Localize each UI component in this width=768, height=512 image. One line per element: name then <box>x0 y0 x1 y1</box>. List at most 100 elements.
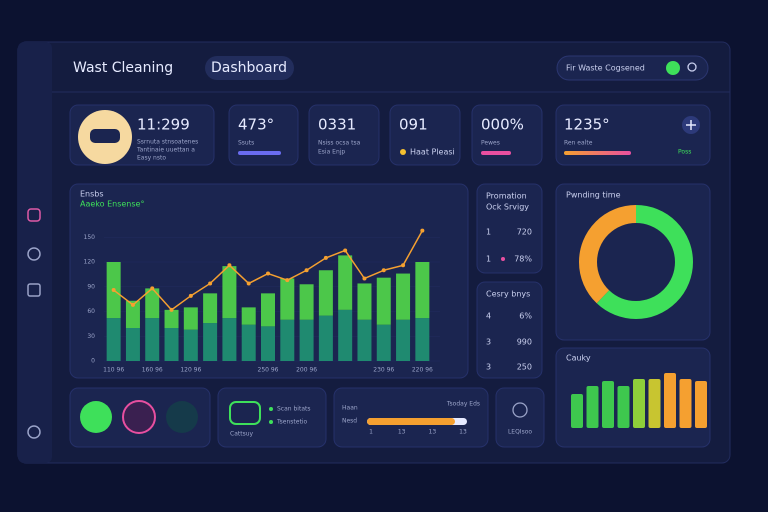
bar <box>679 379 692 428</box>
bar-segment <box>338 255 353 310</box>
line-point <box>246 281 251 286</box>
stat-line: Easy nsto <box>137 155 166 162</box>
stat-caption: Haat Pleasi <box>410 148 455 157</box>
icon <box>512 402 528 418</box>
search-text: Fir Waste Cogsened <box>566 64 645 73</box>
nav-icon[interactable] <box>27 247 41 261</box>
line-point <box>304 268 309 273</box>
row-index: 4 <box>486 312 491 321</box>
progress-side: Nesd <box>342 418 357 425</box>
line-point <box>208 281 213 286</box>
bar <box>695 381 707 428</box>
y-tick-label: 150 <box>84 234 96 241</box>
tab[interactable] <box>205 56 294 80</box>
bar-segment <box>299 319 314 361</box>
bar-segment <box>280 278 295 320</box>
app-title: Wast Cleaning <box>73 60 173 76</box>
row-index: 3 <box>486 363 491 372</box>
donut-segment <box>579 205 693 319</box>
bar-segment <box>106 318 121 361</box>
nav-icon[interactable] <box>27 425 41 439</box>
bar-segment <box>203 293 218 324</box>
bar-segment <box>338 309 353 361</box>
chart-title: Ensbs <box>80 190 104 199</box>
stat-bar <box>481 151 511 155</box>
bar <box>648 379 661 428</box>
x-tick-label: 160 96 <box>142 367 163 374</box>
card-title: Pwnding time <box>566 191 621 200</box>
card <box>555 104 711 166</box>
legend-label: Scan bitats <box>277 406 310 413</box>
x-tick-label: 200 96 <box>296 367 317 374</box>
bar-segment <box>318 270 333 316</box>
card-title: Cauky <box>566 354 591 363</box>
progress-tick: 1 <box>369 429 373 436</box>
bar <box>617 386 630 428</box>
progress-title: Haan <box>342 405 358 412</box>
bar <box>664 373 676 428</box>
icon-circle[interactable] <box>122 400 156 434</box>
car-label: Cattsuy <box>230 431 254 438</box>
x-tick-label: 220 96 <box>412 367 433 374</box>
row-value: 6% <box>519 312 532 321</box>
stat-sub: Esia Enjp <box>318 149 345 156</box>
plus-icon <box>686 120 696 130</box>
line-point <box>343 248 348 253</box>
card <box>228 104 299 166</box>
nav-icon[interactable] <box>27 283 41 297</box>
bar <box>571 394 583 428</box>
bar-segment <box>357 319 372 361</box>
card <box>471 104 543 166</box>
bar-segment <box>396 273 411 320</box>
bar-segment <box>318 315 333 361</box>
stat-value: 000% <box>481 116 524 134</box>
row-value: 720 <box>517 228 532 237</box>
row-index: 1 <box>486 228 491 237</box>
bar-segment <box>164 328 179 361</box>
progress-tick: 13 <box>398 429 406 436</box>
x-tick-label: 230 96 <box>373 367 394 374</box>
bar-segment <box>396 319 411 361</box>
bar <box>633 379 645 428</box>
stat-value: 11:299 <box>137 116 190 134</box>
stat-value: 0331 <box>318 116 356 134</box>
bar-segment <box>222 266 237 319</box>
card-title: Promation <box>486 192 527 201</box>
bar-segment <box>241 324 256 361</box>
stat-caption: Nsiss ocsa tsa <box>318 140 361 147</box>
line-point <box>420 228 425 233</box>
bar-segment <box>299 284 314 320</box>
row-index: 3 <box>486 338 491 347</box>
bar-segment <box>357 283 372 320</box>
icon-label: LEQIsoo <box>508 429 532 436</box>
bar-segment <box>376 324 391 361</box>
stat-bar <box>564 151 631 155</box>
icon-circle[interactable] <box>166 401 198 433</box>
line-point <box>401 263 406 268</box>
search-icon[interactable] <box>687 62 697 72</box>
bar-segment <box>164 309 179 328</box>
line-point <box>381 268 386 273</box>
stat-caption: Ssuts <box>238 140 254 147</box>
legend-label: Tsenstetio <box>276 419 307 426</box>
card <box>308 104 380 166</box>
tab-label[interactable]: Dashboard <box>211 60 287 76</box>
progress-tick: 13 <box>459 429 467 436</box>
nav-icon[interactable] <box>27 208 41 222</box>
card-subtitle: Ock Srvigy <box>486 203 529 212</box>
card <box>333 387 489 448</box>
stat-value: 1235° <box>564 116 610 134</box>
card <box>476 281 543 379</box>
bar-segment <box>145 288 160 319</box>
stat-caption: Pewes <box>481 140 500 147</box>
bar-segment <box>222 318 237 361</box>
row-dot <box>501 257 505 261</box>
x-tick-label: 120 96 <box>180 367 201 374</box>
progress-tick: 13 <box>429 429 437 436</box>
line-point <box>362 276 367 281</box>
icon-circle[interactable] <box>80 401 112 433</box>
stat-bar <box>238 151 281 155</box>
stat-value: 091 <box>399 116 428 134</box>
